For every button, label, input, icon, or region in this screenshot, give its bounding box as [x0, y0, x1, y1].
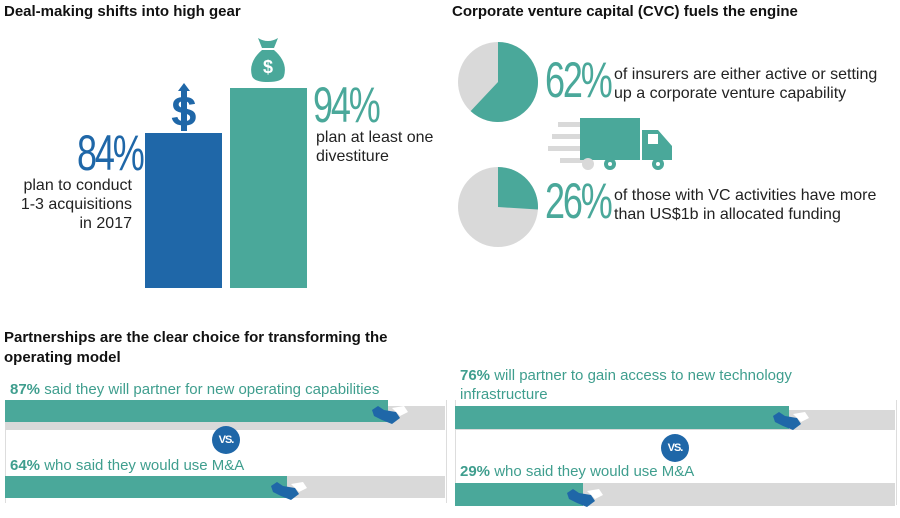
money-bag-icon: $ [251, 38, 285, 82]
label-text: who said they would use M&A [40, 457, 245, 474]
desc-line: plan to conduct [23, 177, 132, 194]
title-line: operating model [4, 349, 121, 366]
acquisitions-value: 84% [77, 125, 145, 181]
partner-label-76: 76% will partner to gain access to new t… [460, 366, 860, 404]
pie-62 [458, 42, 538, 122]
label-text: said they will partner for new operating… [40, 381, 380, 398]
bar-fill-87 [5, 400, 388, 422]
divestiture-text: plan at least one divestiture [316, 128, 433, 166]
desc-line: in 2017 [79, 215, 133, 232]
vs-badge: VS. [212, 426, 240, 454]
partner-label-87: 87% said they will partner for new opera… [10, 380, 379, 399]
divestiture-bar [230, 88, 307, 288]
desc-line: divestiture [316, 148, 389, 165]
pie-26 [458, 167, 538, 247]
svg-text:$: $ [263, 57, 273, 77]
pie-slice [470, 42, 538, 122]
dollar-up-icon: S [171, 83, 198, 131]
label-text: who said they would use M&A [490, 463, 695, 480]
truck-icon [548, 118, 672, 170]
handshake-icon [371, 406, 408, 424]
acquisitions-bar [145, 133, 222, 288]
label-text: will partner to gain access to new techn… [460, 367, 792, 403]
desc-line: 1-3 acquisitions [20, 196, 132, 213]
deal-title: Deal-making shifts into high gear [4, 3, 241, 20]
desc-line: plan at least one [316, 129, 434, 146]
cvc-value-26: 26% [545, 173, 613, 229]
pct: 87% [10, 381, 41, 398]
title-line: Partnerships are the clear choice for tr… [4, 329, 388, 346]
pct: 64% [10, 457, 41, 474]
acquisitions-text: plan to conduct 1-3 acquisitions in 2017 [21, 176, 132, 233]
pct: 29% [460, 463, 491, 480]
cvc-value-62: 62% [545, 52, 613, 108]
divestiture-value: 94% [313, 77, 381, 133]
text-line: of those with VC activities have more [614, 187, 877, 204]
bar-fill-76 [455, 406, 790, 429]
handshake-icon [566, 489, 603, 507]
cvc-title: Corporate venture capital (CVC) fuels th… [452, 3, 798, 20]
bar-fill-29 [455, 483, 583, 506]
partner-title: Partnerships are the clear choice for tr… [4, 328, 387, 368]
partner-label-64: 64% who said they would use M&A [10, 456, 244, 475]
cvc-text-62: of insurers are either active or setting… [614, 65, 877, 103]
bar-fill-64 [5, 476, 287, 498]
right-frame [455, 400, 897, 505]
cvc-text-26: of those with VC activities have more th… [614, 186, 876, 224]
pie-slice [498, 167, 538, 210]
handshake-icon [773, 412, 810, 430]
left-frame [5, 400, 447, 503]
svg-text:S: S [171, 90, 198, 131]
handshake-icon [270, 482, 307, 500]
vs-badge: VS. [661, 434, 689, 462]
partner-label-29: 29% who said they would use M&A [460, 462, 694, 481]
text-line: than US$1b in allocated funding [614, 206, 841, 223]
text-line: of insurers are either active or setting [614, 66, 878, 83]
text-line: up a corporate venture capability [614, 85, 847, 102]
pct: 76% [460, 367, 491, 384]
